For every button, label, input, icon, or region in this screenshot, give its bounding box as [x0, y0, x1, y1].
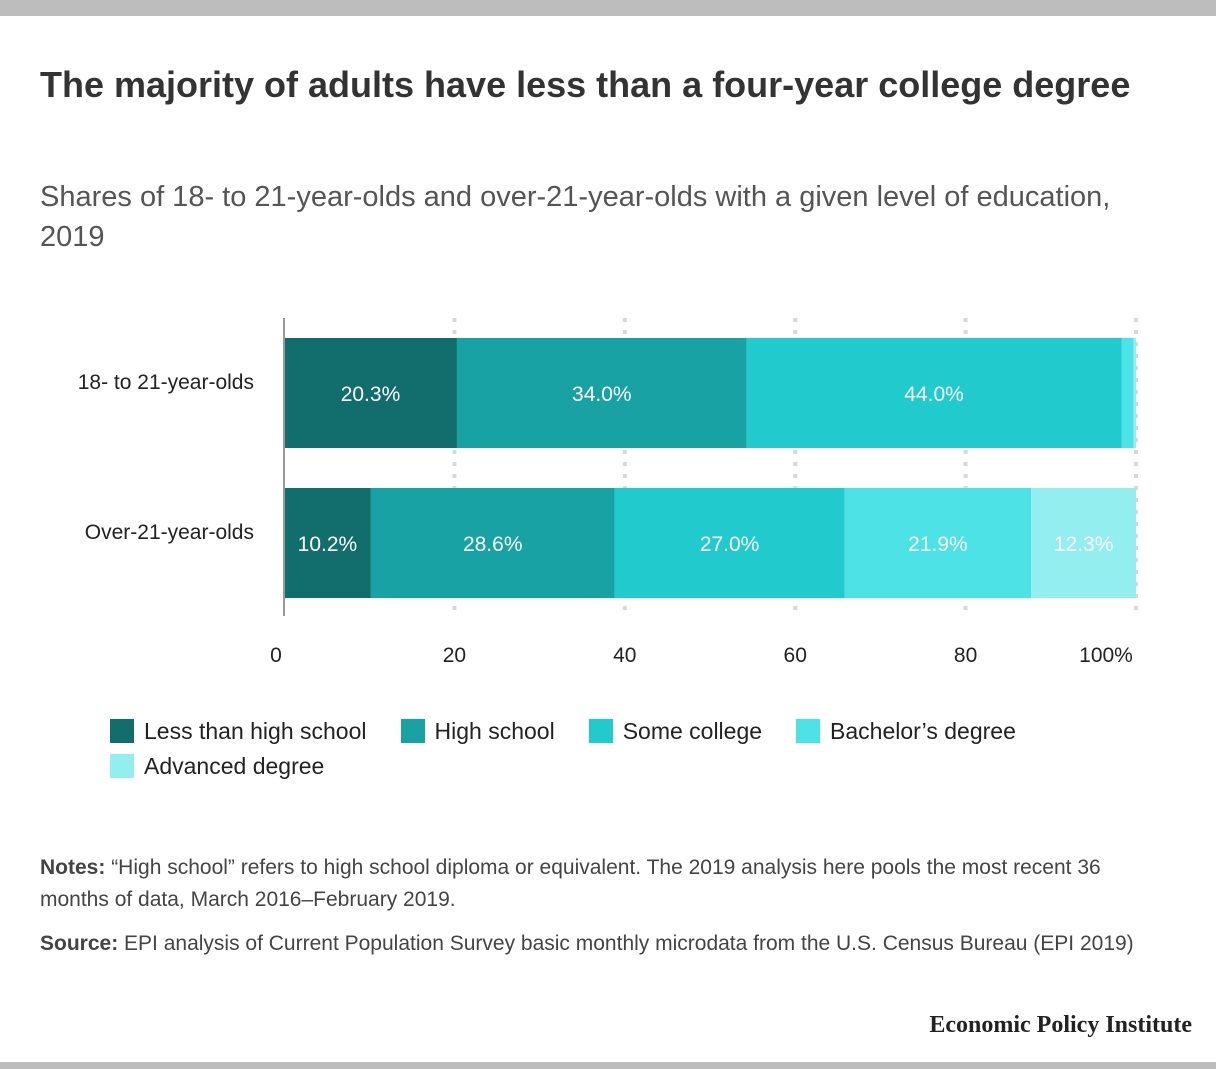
- legend-swatch: [110, 754, 134, 778]
- legend-item: High school: [400, 717, 555, 744]
- data-label: 10.2%: [298, 533, 358, 556]
- source: Source: EPI analysis of Current Populati…: [40, 928, 1160, 960]
- bar-segment: [284, 488, 371, 598]
- bar-segment: [284, 338, 457, 448]
- bar-segment: [456, 338, 747, 448]
- bar-segment: [1133, 338, 1136, 448]
- legend-item: Some college: [588, 717, 763, 744]
- legend-item: Advanced degree: [110, 753, 324, 779]
- x-tick-label: 60: [784, 644, 807, 667]
- legend: Less than high school High school Some col…: [110, 718, 1170, 779]
- top-rule: [0, 0, 1216, 16]
- category-label: Over-21-year-olds: [85, 521, 254, 544]
- data-label: 28.6%: [463, 533, 523, 556]
- source-text: EPI analysis of Current Population Surve…: [124, 932, 1134, 955]
- data-label: 44.0%: [904, 383, 964, 406]
- bar-segment: [1031, 488, 1136, 598]
- bar-segment: [844, 488, 1032, 598]
- category-label: 18- to 21-year-olds: [78, 371, 254, 394]
- chart-subtitle: Shares of 18- to 21-year-olds and over-2…: [40, 181, 1111, 253]
- legend-label: High school: [434, 717, 555, 744]
- data-label: 27.0%: [700, 533, 760, 556]
- x-tick-label: 20: [443, 644, 466, 667]
- bar-segment: [614, 488, 845, 598]
- legend-label: Less than high school: [144, 717, 367, 744]
- legend-item: Less than high school: [110, 718, 367, 744]
- x-tick-label: 80: [954, 644, 977, 667]
- legend-swatch: [588, 719, 613, 743]
- notes-lead: Notes:: [40, 856, 106, 879]
- notes: Notes: “High school” refers to high scho…: [40, 852, 1160, 916]
- legend-label: Advanced degree: [144, 752, 325, 779]
- bar-segment: [370, 488, 615, 598]
- bar-segment: [746, 338, 1122, 448]
- chart-title: The majority of adults have less than a …: [40, 64, 1131, 105]
- source-lead: Source:: [40, 932, 119, 955]
- bar-segment: [1121, 338, 1134, 448]
- legend-swatch: [400, 719, 425, 743]
- notes-text: “High school” refers to high school dipl…: [40, 856, 1101, 911]
- legend-label: Bachelor’s degree: [830, 717, 1016, 744]
- x-tick-label: 100%: [1079, 644, 1133, 667]
- legend-label: Some college: [622, 717, 763, 744]
- x-tick-label: 0: [270, 644, 282, 667]
- x-tick-label: 40: [613, 644, 636, 667]
- brand-logo: Economic Policy Institute: [929, 1012, 1192, 1038]
- stacked-bar-chart: 20.3% 34.0% 44.0% 18- to 21-year-olds 10.2% 2…: [78, 318, 1138, 667]
- data-label: 20.3%: [341, 383, 401, 406]
- legend-item: Bachelor’s degree: [796, 718, 1016, 744]
- data-label: 34.0%: [572, 383, 632, 406]
- legend-swatch: [110, 719, 134, 743]
- data-label: 12.3%: [1054, 533, 1114, 556]
- legend-swatch: [796, 719, 821, 743]
- data-label: 21.9%: [908, 533, 968, 556]
- bottom-rule: [0, 1062, 1216, 1069]
